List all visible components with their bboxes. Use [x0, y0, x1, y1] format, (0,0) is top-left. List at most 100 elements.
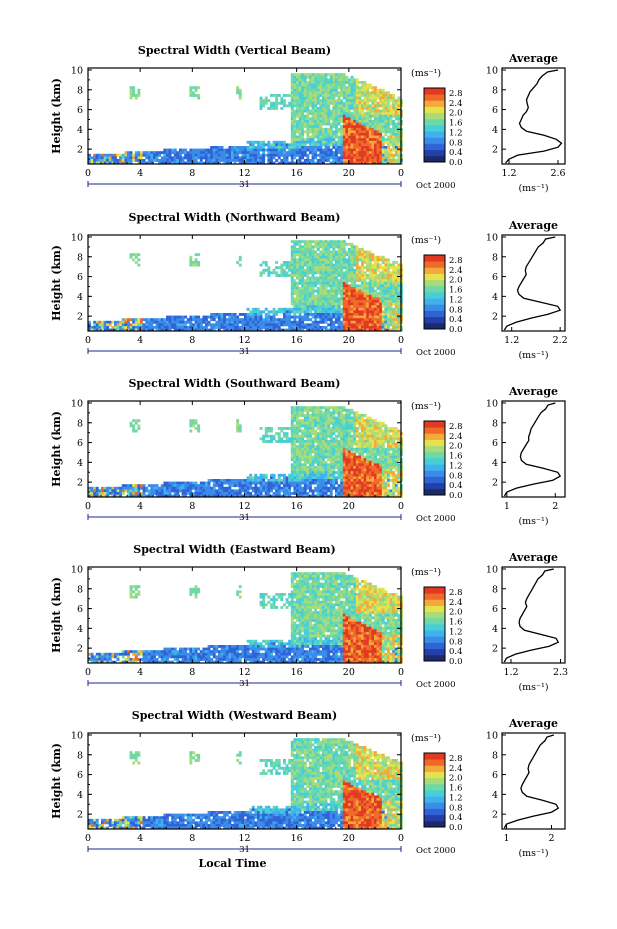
heatmap-cell: [301, 315, 305, 319]
heatmap-cell: [324, 287, 328, 290]
heatmap-cell: [207, 328, 211, 332]
heatmap-cell: [342, 297, 346, 301]
heatmap-cell: [95, 494, 99, 498]
heatmap-cell: [303, 318, 307, 322]
heatmap-cell: [355, 153, 359, 157]
heatmap-cell: [233, 492, 237, 495]
heatmap-cell: [303, 494, 307, 498]
heatmap-cell: [251, 323, 255, 327]
heatmap-cell: [394, 326, 398, 329]
heatmap-cell: [298, 248, 302, 251]
heatmap-cell: [145, 328, 149, 332]
heatmap-cell: [111, 159, 115, 162]
average-x-unit: (ms⁻¹): [518, 183, 548, 194]
heatmap-cell: [296, 101, 299, 105]
heatmap-cell: [389, 107, 393, 110]
heatmap-cell: [340, 146, 344, 149]
heatmap-cell: [355, 328, 359, 332]
heatmap-cell: [387, 258, 390, 262]
heatmap-cell: [329, 434, 333, 438]
heatmap-cell: [311, 138, 315, 142]
heatmap-cell: [340, 263, 344, 267]
heatmap-cell: [368, 125, 372, 129]
heatmap-cell: [215, 148, 219, 152]
heatmap-cell: [212, 151, 216, 155]
heatmap-cell: [303, 130, 307, 134]
heatmap-cell: [366, 300, 370, 303]
heatmap-cell: [368, 313, 372, 316]
heatmap-cell: [296, 94, 299, 97]
heatmap-cell: [392, 148, 396, 152]
heatmap-cell: [106, 153, 110, 157]
heatmap-cell: [277, 494, 281, 498]
heatmap-cell: [368, 320, 372, 324]
heatmap-cell: [194, 486, 198, 490]
heatmap-cell: [233, 494, 237, 498]
heatmap-cell: [147, 161, 151, 165]
heatmap-cell: [335, 274, 338, 277]
heatmap-cell: [290, 91, 294, 95]
heatmap-cell: [394, 284, 398, 288]
heatmap-cell: [238, 429, 242, 433]
heatmap-cell: [337, 289, 341, 293]
heatmap-cell: [223, 153, 227, 157]
heatmap-cell: [301, 125, 305, 129]
heatmap-cell: [355, 96, 359, 100]
heatmap-cell: [335, 307, 338, 311]
heatmap-cell: [298, 289, 302, 293]
heatmap-cell: [389, 112, 393, 116]
heatmap-cell: [259, 315, 263, 319]
heatmap-cell: [374, 143, 377, 147]
heatmap-cell: [306, 310, 310, 314]
heatmap-cell: [280, 101, 284, 105]
heatmap-cell: [101, 153, 104, 157]
heatmap-cell: [311, 408, 315, 412]
heatmap-cell: [132, 253, 136, 257]
heatmap-cell: [202, 151, 206, 155]
heatmap-cell: [387, 107, 390, 110]
heatmap-cell: [309, 146, 312, 149]
heatmap-cell: [121, 159, 125, 162]
heatmap-cell: [303, 486, 307, 490]
heatmap-cell: [290, 240, 294, 244]
heatmap-cell: [332, 458, 336, 462]
heatmap-cell: [387, 94, 390, 97]
heatmap-cell: [173, 161, 177, 165]
heatmap-cell: [272, 326, 276, 329]
heatmap-cell: [251, 153, 255, 157]
heatmap-cell: [306, 248, 310, 251]
heatmap-cell: [322, 492, 325, 495]
heatmap-cell: [358, 292, 362, 296]
heatmap-cell: [353, 284, 357, 288]
heatmap-cell: [322, 75, 325, 79]
heatmap-cell: [129, 96, 133, 100]
heatmap-cell: [329, 117, 333, 121]
heatmap-cell: [259, 489, 263, 493]
heatmap-cell: [303, 445, 307, 449]
heatmap-cell: [275, 101, 279, 105]
heatmap-cell: [272, 479, 276, 482]
heatmap-cell: [342, 75, 346, 79]
heatmap-cell: [225, 326, 229, 329]
heatmap-cell: [366, 320, 370, 324]
heatmap-cell: [129, 161, 133, 165]
heatmap-cell: [384, 289, 388, 293]
heatmap-cell: [353, 135, 357, 139]
heatmap-cell: [340, 83, 344, 87]
heatmap-cell: [348, 101, 351, 105]
heatmap-cell: [342, 245, 346, 249]
heatmap-cell: [358, 143, 362, 147]
heatmap-cell: [303, 281, 307, 285]
heatmap-cell: [205, 326, 208, 329]
heatmap-cell: [212, 492, 216, 495]
heatmap-cell: [233, 320, 237, 324]
heatmap-cell: [290, 268, 294, 272]
heatmap-cell: [301, 248, 305, 251]
heatmap-cell: [353, 307, 357, 311]
heatmap-cell: [342, 261, 346, 264]
heatmap-cell: [129, 494, 133, 498]
heatmap-cell: [329, 473, 333, 477]
heatmap-cell: [311, 445, 315, 449]
heatmap-cell: [314, 466, 318, 469]
heatmap-cell: [316, 153, 320, 157]
